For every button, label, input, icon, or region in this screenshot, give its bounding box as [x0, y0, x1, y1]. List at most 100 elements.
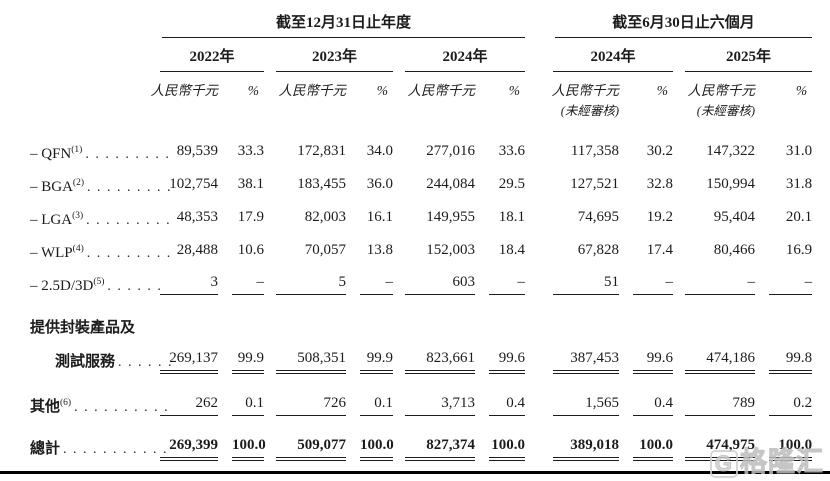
cell-value: 33.6 — [498, 143, 526, 159]
cell-value: 474,975 — [685, 437, 756, 461]
cell-value: 1,565 — [553, 395, 620, 416]
cell-value: 51 — [553, 274, 620, 295]
cell-value: 28,488 — [176, 242, 218, 258]
dot-leader: . . . . . . . . . . — [74, 400, 170, 415]
footnote-ref: (3) — [72, 211, 84, 221]
cell-value: 38.1 — [237, 176, 264, 192]
row-label: – QFN — [30, 146, 72, 162]
unit-label: 人民幣千元 — [150, 83, 219, 98]
row-label: 測試服務 — [55, 354, 116, 370]
group-header-row: 截至12月31日止年度 截至6月30日止六個月 — [30, 8, 813, 38]
year-header-row: 2022年 2023年 2024年 2024年 2025年 — [30, 38, 813, 72]
cell-value: 823,661 — [405, 350, 475, 374]
cell-value: 10.6 — [237, 242, 264, 258]
group-header-interim: 截至6月30日止六個月 — [555, 11, 813, 38]
cell-value: 32.8 — [646, 176, 674, 192]
cell-value: 31.0 — [785, 143, 813, 159]
row-label: 提供封裝產品及 — [30, 320, 136, 336]
cell-value: 269,399 — [160, 437, 218, 461]
cell-value: 5 — [276, 274, 346, 295]
table-row-packaging-label: 提供封裝產品及 — [30, 295, 812, 337]
cell-value: 0.1 — [360, 395, 393, 416]
cell-value: 508,351 — [276, 350, 346, 374]
cell-value: 117,358 — [570, 143, 620, 159]
cell-value: 19.2 — [646, 209, 674, 225]
cell-value: 726 — [276, 395, 346, 416]
row-label: – BGA — [30, 179, 73, 195]
dot-leader: . . . . . . . . . — [86, 246, 172, 261]
row-label: 總計 — [30, 441, 61, 457]
cell-value: 99.6 — [633, 350, 674, 374]
pct-label: % — [247, 83, 259, 98]
year-2025-interim: 2025年 — [685, 45, 813, 72]
dot-leader: . . . . . . . . . — [87, 180, 172, 195]
cell-value: 16.1 — [366, 209, 393, 225]
cell-value: 262 — [160, 395, 218, 416]
cell-value: – — [769, 274, 813, 295]
cell-value: 67,828 — [577, 242, 620, 258]
unit-label: 人民幣千元 — [687, 83, 756, 98]
cell-value: 127,521 — [570, 176, 620, 192]
table-row-lga: – LGA(3). . . . . . . . . 48,353 17.9 82… — [30, 196, 812, 229]
row-label: – 2.5D/3D — [30, 278, 94, 294]
table-row-testing-services: 測試服務. . . . . . 269,137 99.9 508,351 99.… — [30, 337, 813, 376]
cell-value: 82,003 — [304, 209, 346, 225]
unaudited-label: (未經審核) — [696, 104, 756, 118]
cell-value: 16.9 — [785, 242, 813, 258]
table-row-bga: – BGA(2). . . . . . . . . 102,754 38.1 1… — [30, 163, 812, 196]
unit-label: 人民幣千元 — [278, 83, 347, 98]
cell-value: 0.4 — [489, 395, 526, 416]
cell-value: 20.1 — [785, 209, 813, 225]
cell-value: 827,374 — [405, 437, 475, 461]
cell-value: 0.1 — [232, 395, 264, 416]
cell-value: 0.4 — [633, 395, 674, 416]
bottom-rule-divider — [0, 470, 830, 474]
cell-value: 3 — [160, 274, 218, 295]
cell-value: – — [360, 274, 393, 295]
cell-value: 147,322 — [706, 143, 756, 159]
cell-value: 80,466 — [713, 242, 756, 258]
cell-value: 17.9 — [237, 209, 264, 225]
cell-value: 3,713 — [405, 395, 475, 416]
cell-value: 34.0 — [366, 143, 393, 159]
cell-value: – — [685, 274, 756, 295]
cell-value: 474,186 — [685, 350, 756, 374]
cell-value: 149,955 — [426, 209, 475, 225]
row-label: 其他 — [30, 399, 61, 415]
group-header-annual: 截至12月31日止年度 — [162, 11, 526, 38]
pct-label: % — [795, 83, 808, 98]
cell-value: 74,695 — [577, 209, 620, 225]
cell-value: 100.0 — [769, 437, 813, 461]
dot-leader: . . . . . . — [107, 279, 163, 294]
cell-value: 48,353 — [176, 209, 218, 225]
cell-value: 99.9 — [232, 350, 264, 374]
dot-leader: . . . . . . . . . — [86, 213, 172, 228]
unit-label: 人民幣千元 — [551, 83, 620, 98]
unit-header-row: 人民幣千元 % 人民幣千元 % 人民幣千元 % 人民幣千元 % 人民幣千元 % — [30, 72, 812, 99]
unaudited-label: (未經審核) — [560, 104, 620, 118]
cell-value: – — [633, 274, 674, 295]
cell-value: 89,539 — [176, 143, 218, 159]
row-label: – WLP — [30, 245, 73, 261]
footnote-ref: (2) — [72, 178, 84, 188]
table-row-qfn: – QFN(1). . . . . . . . . 89,539 33.3 17… — [30, 119, 812, 163]
row-label: – LGA — [30, 212, 73, 228]
footnote-ref: (4) — [72, 244, 84, 254]
unaudited-header-row: (未經審核) (未經審核) — [30, 99, 812, 119]
year-2024: 2024年 — [405, 45, 526, 72]
cell-value: 152,003 — [426, 242, 475, 258]
table-row-others: 其他(6). . . . . . . . . . 262 0.1 726 0.1… — [30, 376, 813, 416]
footnote-ref: (1) — [71, 145, 83, 155]
pct-label: % — [508, 83, 521, 98]
cell-value: 99.8 — [769, 350, 813, 374]
cell-value: 18.1 — [498, 209, 526, 225]
watermark-gelonghui: G 格隆汇 — [709, 440, 824, 479]
cell-value: 100.0 — [489, 437, 526, 461]
table-row-total: 總計. . . . . . . . . . . 269,399 100.0 50… — [30, 416, 813, 463]
cell-value: 789 — [685, 395, 756, 416]
pct-label: % — [656, 83, 669, 98]
year-2024-interim: 2024年 — [553, 45, 674, 72]
year-2022: 2022年 — [160, 45, 264, 72]
watermark-text: 格隆汇 — [740, 447, 824, 478]
cell-value: 30.2 — [646, 143, 674, 159]
